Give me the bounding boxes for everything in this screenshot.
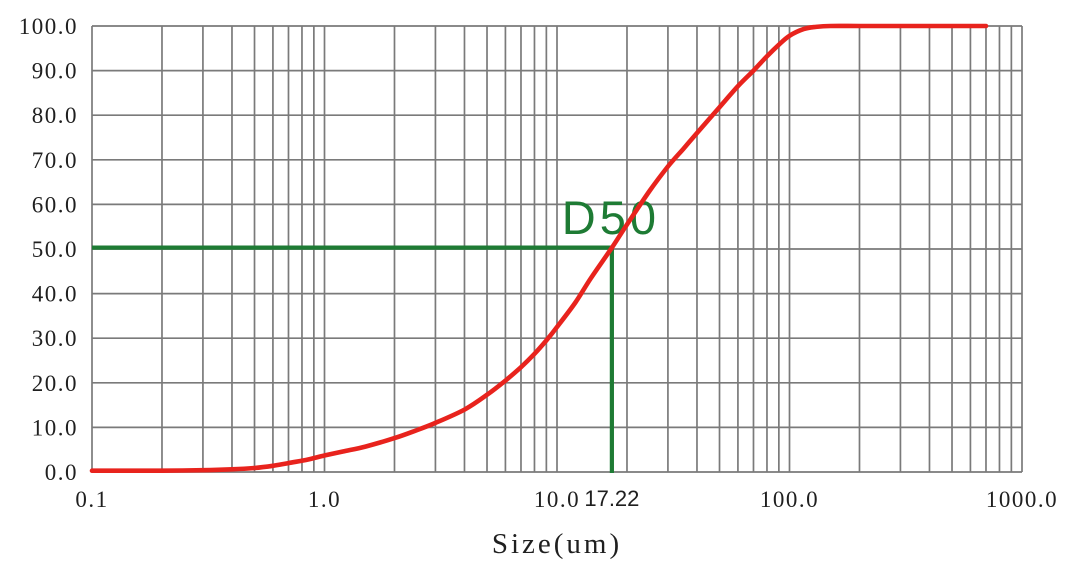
x-tick-label: 1.0	[308, 487, 341, 512]
x-tick-label: 10.0	[534, 487, 580, 512]
x-axis-title: Size(um)	[491, 528, 623, 560]
y-tick-label: 30.0	[32, 326, 78, 351]
x-tick-label: 1000.0	[986, 487, 1058, 512]
x-tick-label: 100.0	[760, 487, 819, 512]
y-tick-label: 80.0	[32, 103, 78, 128]
y-tick-label: 50.0	[32, 237, 78, 262]
y-tick-label: 90.0	[32, 59, 78, 84]
y-tick-label: 0.0	[45, 460, 78, 485]
y-tick-label: 10.0	[32, 415, 78, 440]
d50-label: D50	[562, 191, 660, 244]
x-tick-label: 0.1	[75, 487, 108, 512]
d50-x-tick-label: 17.22	[584, 486, 639, 511]
y-tick-label: 100.0	[19, 14, 78, 39]
y-tick-label: 60.0	[32, 192, 78, 217]
cumulative-curve	[89, 23, 989, 474]
y-tick-label: 40.0	[32, 282, 78, 307]
y-tick-label: 20.0	[32, 371, 78, 396]
y-tick-label: 70.0	[32, 148, 78, 173]
